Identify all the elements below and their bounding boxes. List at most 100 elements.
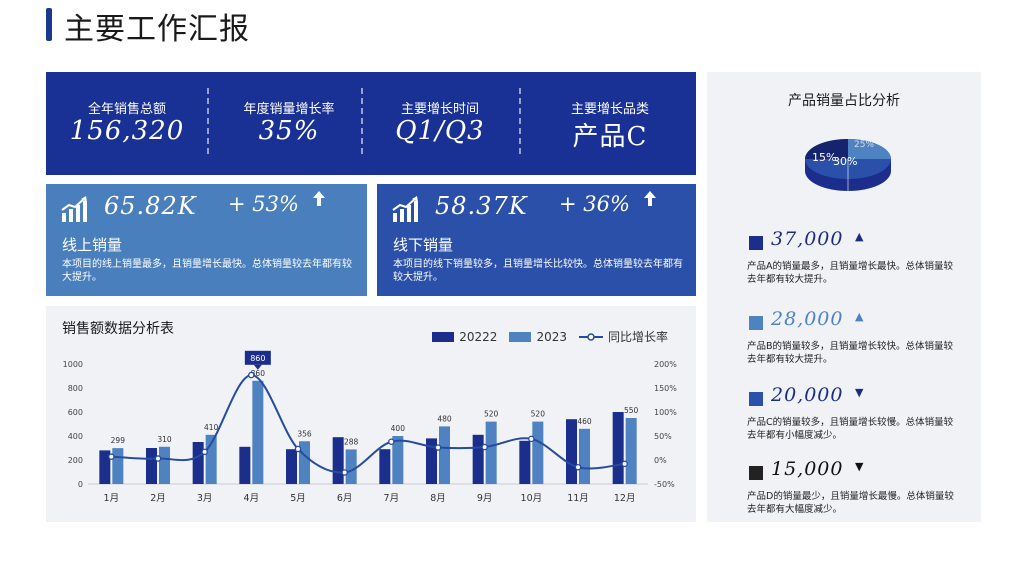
- growth-rate-point: [108, 453, 115, 460]
- bar-2022: [192, 442, 204, 484]
- growth-rate-point: [528, 435, 535, 443]
- y-left-tick-label: 200: [68, 456, 83, 465]
- online-sales-desc: 本项目的线上销量最多，且销量增长最快。总体销量较去年都有较大提升。: [62, 259, 352, 283]
- bar-2023: [299, 441, 310, 484]
- kpi-total-sales: 全年销售总额 156,320: [46, 72, 208, 175]
- offline-sales-value: 58.37K: [435, 192, 528, 220]
- growth-rate-line: [111, 374, 625, 474]
- kpi-value: 35%: [258, 116, 320, 146]
- kpi-label: 主要增长品类: [570, 102, 649, 117]
- chart-legend: 20222 2023 同比增长率: [426, 328, 668, 345]
- legend-item-growth: 同比增长率: [578, 328, 668, 345]
- x-tick-label: 5月: [290, 493, 306, 504]
- product-desc: 产品A的销量最多，且销量增长最快。总体销量较去年都有较大提升。: [747, 261, 953, 285]
- bar-2023: [345, 449, 357, 484]
- arrow-up-icon: [313, 191, 325, 206]
- kpi-label: 年度销量增长率: [243, 102, 335, 117]
- kpi-value: 产品C: [572, 122, 648, 152]
- growth-rate-point: [481, 443, 488, 451]
- trend-up-icon: ▲: [855, 310, 864, 323]
- growth-chart-icon: [61, 196, 87, 222]
- bar-2023: [625, 418, 637, 484]
- bar-2022: [519, 440, 531, 484]
- y-left-tick-label: 600: [68, 408, 83, 417]
- kpi-panel: 全年销售总额 156,320 年度销量增长率 35% 主要增长时间 Q1/Q3 …: [46, 72, 696, 175]
- bar-2023: [439, 426, 450, 484]
- bar-2023: [532, 421, 544, 484]
- legend-label: 20222: [459, 329, 498, 344]
- bar-2022: [472, 434, 484, 484]
- bar-2022: [379, 449, 391, 484]
- bar-data-label: 299: [111, 436, 126, 445]
- kpi-divider: [207, 88, 209, 154]
- bar-2023: [485, 421, 497, 484]
- kpi-value: Q1/Q3: [395, 116, 485, 146]
- bar-2022: [286, 449, 297, 484]
- y-left-tick-label: 0: [78, 480, 83, 489]
- arrow-up-icon: [644, 191, 656, 206]
- bar-2022: [426, 438, 437, 484]
- product-share-panel: 产品销量占比分析 15% 30% 25% 37,000 ▲ 产品A的销量最多，且…: [707, 72, 981, 522]
- kpi-growth-category: 主要增长品类 产品C: [529, 72, 691, 175]
- product-value: 37,000: [771, 228, 844, 250]
- growth-rate-point: [388, 438, 395, 446]
- kpi-label: 主要增长时间: [400, 102, 479, 117]
- bar-2023: [579, 428, 590, 484]
- sales-chart: 0 200 400 600 800 1000 -50% 0% 50% 100% 150% 200% 29…: [63, 350, 677, 504]
- x-tick-label: 6月: [337, 493, 353, 504]
- y-right-tick-label: 200%: [654, 360, 677, 369]
- online-sales-card: 65.82K + 53% 线上销量 本项目的线上销量最多，且销量增长最快。总体销…: [46, 184, 367, 296]
- bar-data-label: 550: [624, 406, 639, 415]
- product-value: 28,000: [771, 308, 844, 330]
- bar-data-label: 356: [297, 429, 312, 438]
- product-value: 15,000: [771, 458, 844, 480]
- legend-item-2022: 20222: [432, 330, 497, 344]
- y-right-tick-label: -50%: [654, 480, 675, 489]
- pie-label: 30%: [833, 155, 857, 168]
- bar-data-label: 480: [437, 414, 452, 423]
- offline-sales-growth: + 36%: [559, 192, 630, 216]
- x-tick-label: 10月: [521, 493, 543, 504]
- bar-2022: [332, 437, 344, 484]
- online-sales-growth: + 53%: [228, 192, 299, 216]
- online-sales-name: 线上销量: [62, 236, 123, 254]
- bar-2022: [146, 448, 157, 484]
- kpi-divider: [361, 88, 363, 154]
- bar-2023: [159, 446, 170, 484]
- x-tick-label: 1月: [104, 493, 120, 504]
- y-left-tick-label: 400: [68, 432, 83, 441]
- growth-rate-point: [248, 371, 255, 379]
- peak-callout-label: 860: [250, 354, 265, 363]
- legend-swatch: [432, 331, 455, 342]
- legend-line-swatch: [578, 332, 603, 341]
- bar-2022: [566, 419, 577, 484]
- y-right-tick-label: 50%: [654, 432, 672, 441]
- legend-item-2023: 2023: [509, 330, 567, 344]
- growth-chart-icon: [392, 196, 418, 222]
- growth-rate-point: [201, 448, 208, 456]
- bar-data-label: 520: [531, 410, 546, 419]
- bar-data-label: 520: [484, 410, 499, 419]
- product-desc: 产品C的销量较多，且销量增长较慢。总体销量较去年都有小幅度减少。: [747, 417, 954, 441]
- chart-title: 销售额数据分析表: [62, 321, 174, 337]
- bar-data-label: 860: [251, 369, 266, 378]
- trend-down-icon: ▼: [855, 386, 864, 399]
- y-left-tick-label: 1000: [63, 360, 83, 369]
- growth-rate-point: [621, 460, 628, 468]
- offline-sales-card: 58.37K + 36% 线下销量 本项目的线下销量较多，且销量增长比较快。总体…: [377, 184, 696, 296]
- growth-rate-point: [341, 469, 348, 476]
- kpi-value: 156,320: [69, 116, 185, 146]
- offline-sales-desc: 本项目的线下销量较多，且销量增长比较快。总体销量较去年都有较大提升。: [393, 259, 683, 283]
- legend-label: 2023: [536, 329, 567, 344]
- bar-2022: [99, 450, 111, 484]
- kpi-growth-time: 主要增长时间 Q1/Q3: [359, 72, 521, 175]
- bar-data-label: 410: [204, 423, 219, 432]
- kpi-divider: [519, 88, 521, 154]
- x-tick-label: 11月: [567, 493, 589, 504]
- bar-data-label: 460: [577, 417, 592, 426]
- y-right-tick-label: 0%: [654, 456, 667, 465]
- x-tick-label: 2月: [150, 493, 166, 504]
- legend-label: 同比增长率: [607, 330, 668, 344]
- y-right-tick-label: 150%: [654, 384, 677, 393]
- growth-rate-point: [574, 463, 582, 471]
